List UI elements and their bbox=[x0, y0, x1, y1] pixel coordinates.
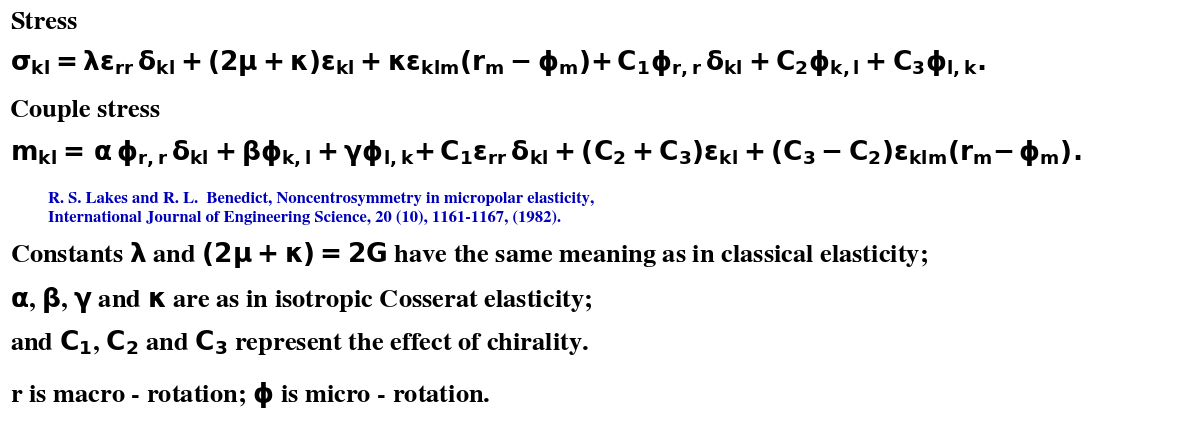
Text: and $\mathbf{C_1}$, $\mathbf{C_2}$ and $\mathbf{C_3}$ represent the effect of ch: and $\mathbf{C_1}$, $\mathbf{C_2}$ and $… bbox=[9, 328, 589, 357]
Text: r is macro - rotation; $\mathbf{\phi}$ is micro - rotation.: r is macro - rotation; $\mathbf{\phi}$ i… bbox=[9, 380, 490, 410]
Text: $\mathbf{m_{kl} = \,\alpha\,\phi_{r,r}\,\delta_{kl} + \beta\phi_{k,l} + \gamma\p: $\mathbf{m_{kl} = \,\alpha\,\phi_{r,r}\,… bbox=[9, 138, 1081, 170]
Text: Couple stress: Couple stress bbox=[9, 100, 160, 122]
Text: International Journal of Engineering Science, 20 (10), 1161-1167, (1982).: International Journal of Engineering Sci… bbox=[47, 210, 561, 225]
Text: R. S. Lakes and R. L.  Benedict, Noncentrosymmetry in micropolar elasticity,: R. S. Lakes and R. L. Benedict, Noncentr… bbox=[47, 192, 595, 206]
Text: $\mathbf{\sigma_{kl} = \lambda\varepsilon_{rr}\,\delta_{kl} + (2\mu + \kappa)\va: $\mathbf{\sigma_{kl} = \lambda\varepsilo… bbox=[9, 48, 986, 80]
Text: Constants $\mathbf{\lambda}$ and $\mathbf{(2\mu + \kappa) = 2G}$ have the same m: Constants $\mathbf{\lambda}$ and $\mathb… bbox=[9, 240, 928, 270]
Text: $\mathbf{\alpha}$, $\mathbf{\beta}$, $\mathbf{\gamma}$ and $\mathbf{\kappa}$ are: $\mathbf{\alpha}$, $\mathbf{\beta}$, $\m… bbox=[9, 285, 592, 315]
Text: Stress: Stress bbox=[9, 12, 77, 34]
